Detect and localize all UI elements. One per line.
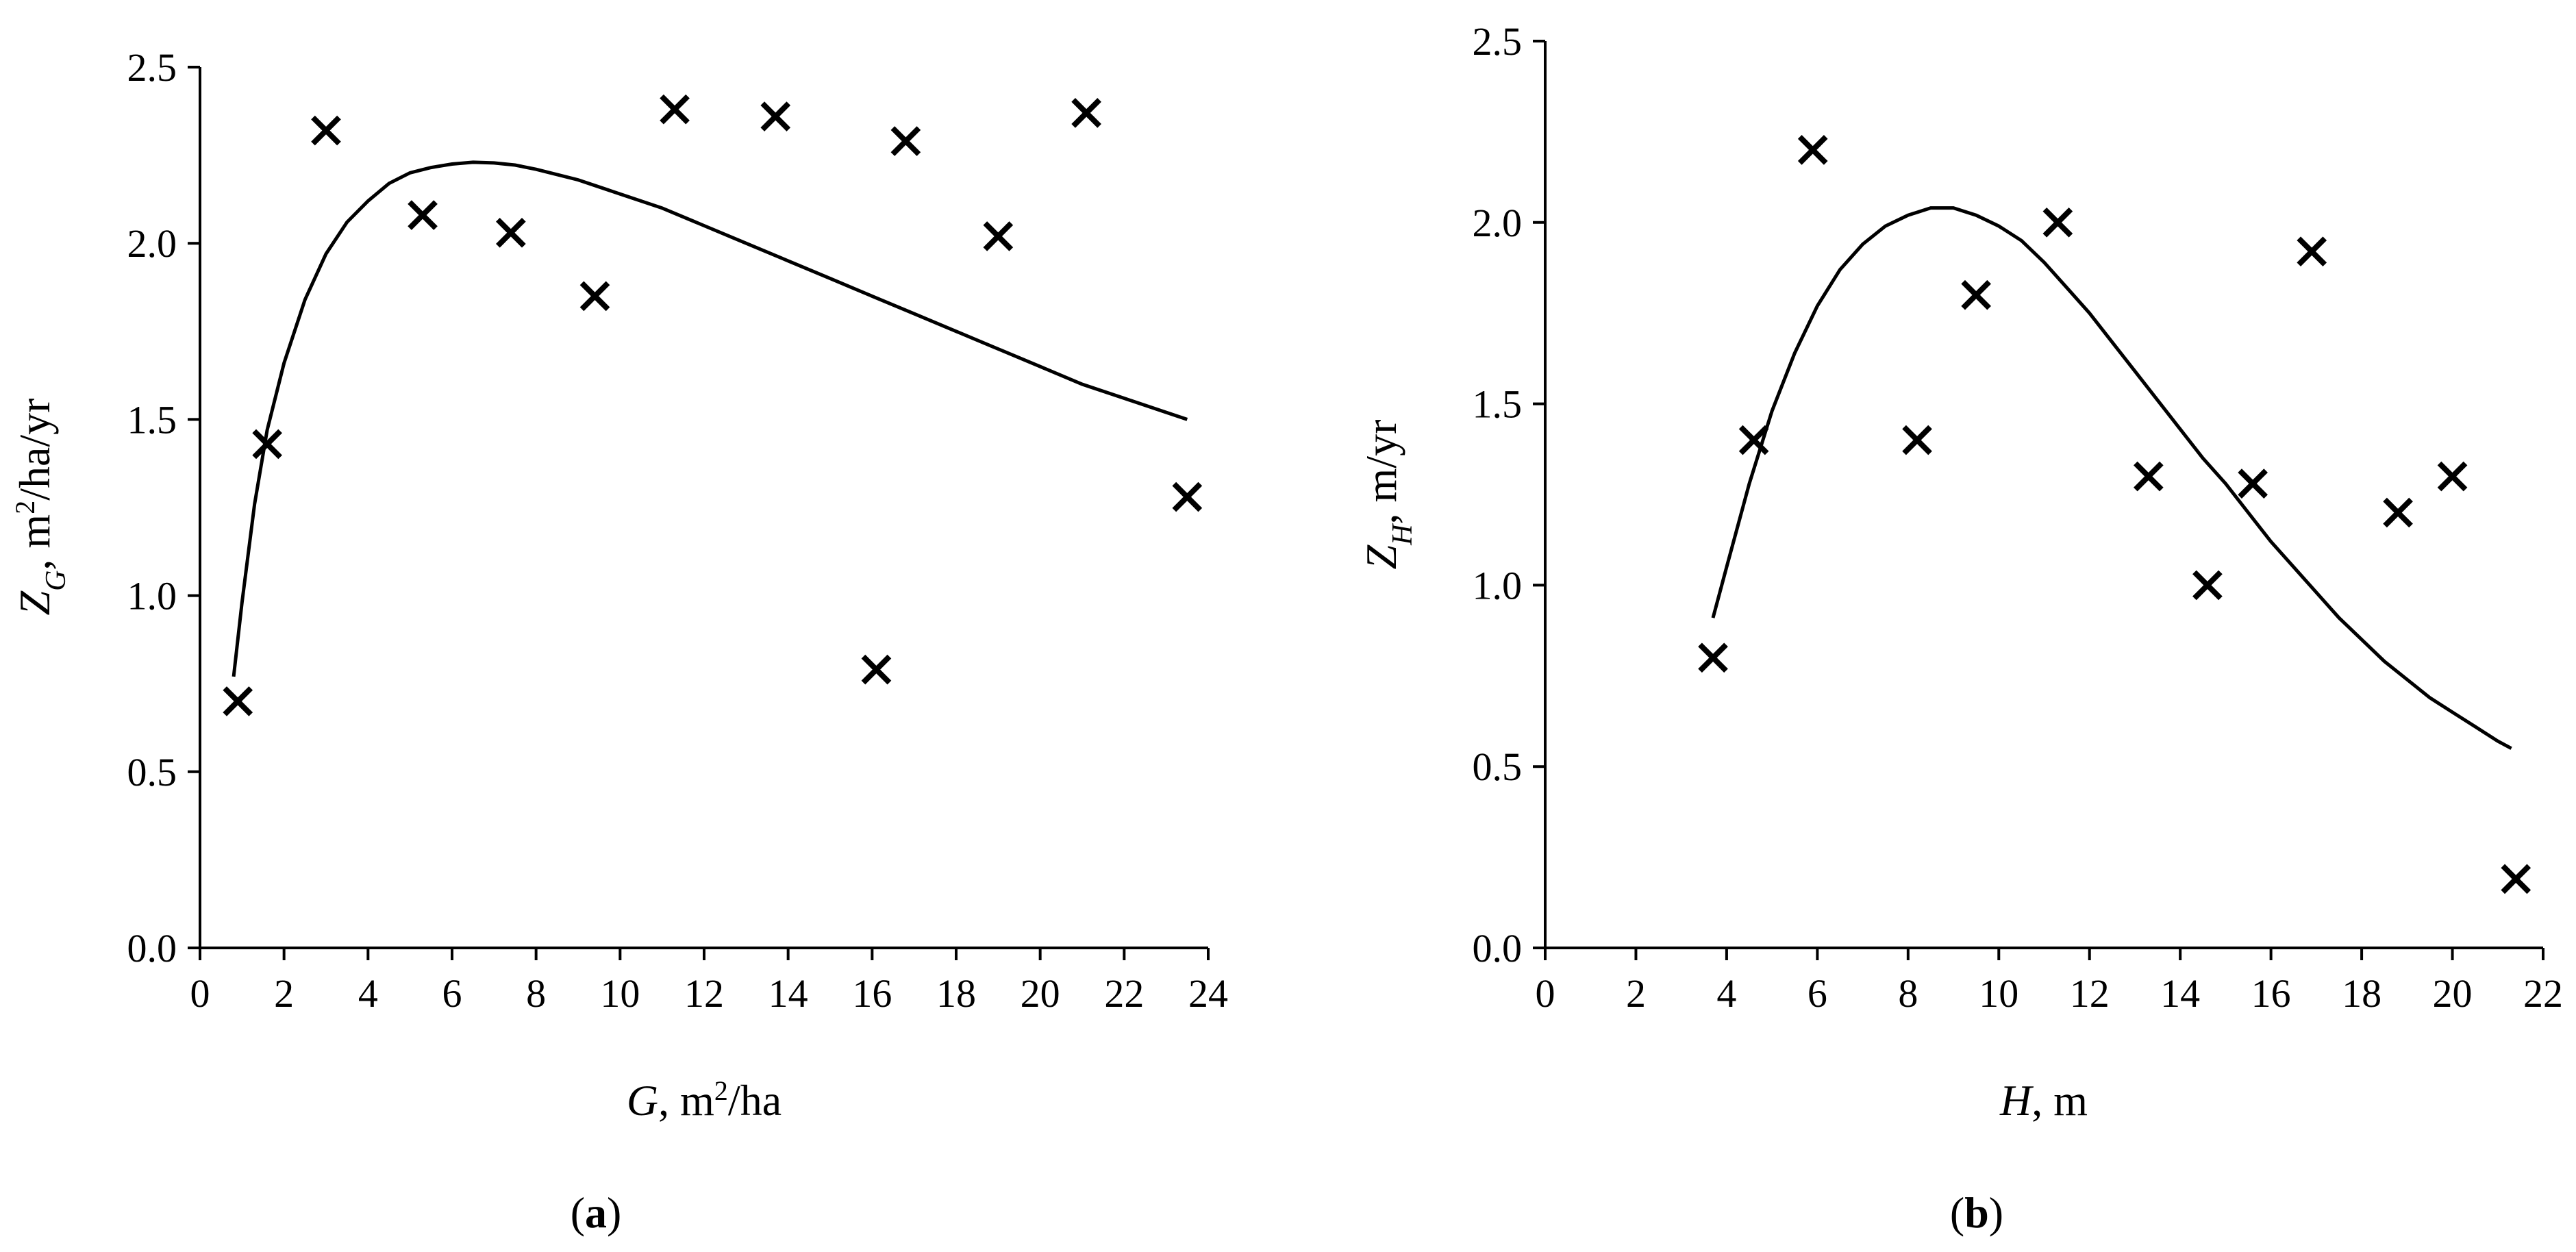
y-tick-label: 1.0 xyxy=(1473,563,1523,608)
data-point-marker xyxy=(2297,236,2327,266)
data-point-marker xyxy=(1902,425,1932,455)
x-ticks: 0 2 4 6 8 10 12 14 16 18 20 22 xyxy=(1536,948,2563,1016)
x-tick-label: 22 xyxy=(1104,971,1144,1016)
fit-curve-group xyxy=(232,160,1188,677)
y-tick-label: 2.0 xyxy=(127,221,177,266)
data-point-marker xyxy=(890,126,921,156)
x-tick-label: 0 xyxy=(1536,971,1555,1016)
panel-label-a: (a) xyxy=(571,1188,622,1237)
x-axis-title: G, m2/ha xyxy=(627,1075,781,1125)
x-tick-label: 0 xyxy=(190,971,210,1016)
data-point-marker xyxy=(983,221,1014,251)
x-tick-label: 2 xyxy=(274,971,294,1016)
data-point-marker xyxy=(223,686,253,716)
y-axis-title: ZG, m2/ha/yr xyxy=(10,399,73,616)
data-point-marker xyxy=(2437,461,2468,492)
y-tick-label: 1.5 xyxy=(1473,382,1523,427)
y-tick-label: 0.0 xyxy=(127,926,177,971)
y-tick-label: 1.0 xyxy=(127,574,177,618)
data-point-marker xyxy=(2042,207,2073,238)
y-ticks: 0.0 0.5 1.0 1.5 2.0 2.5 xyxy=(1473,19,1545,971)
data-points-group xyxy=(1698,135,2531,894)
data-point-marker xyxy=(1797,135,1828,165)
y-tick-label: 0.5 xyxy=(1473,744,1523,789)
x-tick-label: 6 xyxy=(442,971,462,1016)
x-tick-label: 14 xyxy=(2160,971,2200,1016)
x-tick-label: 14 xyxy=(768,971,808,1016)
x-tick-label: 2 xyxy=(1626,971,1646,1016)
x-tick-label: 6 xyxy=(1808,971,1827,1016)
data-point-marker xyxy=(861,654,892,685)
data-points-group xyxy=(223,94,1203,716)
data-point-marker xyxy=(2238,468,2268,499)
fit-curve xyxy=(1711,206,2512,750)
x-tick-label: 20 xyxy=(2433,971,2473,1016)
x-tick-label: 18 xyxy=(2342,971,2381,1016)
y-tick-label: 0.5 xyxy=(127,750,177,794)
x-tick-label: 16 xyxy=(2251,971,2291,1016)
x-tick-label: 24 xyxy=(1188,971,1228,1016)
data-point-marker xyxy=(1172,481,1203,512)
data-point-marker xyxy=(1738,425,1769,455)
y-tick-label: 2.0 xyxy=(1473,201,1523,245)
fit-curve-group xyxy=(1711,206,2512,750)
data-point-marker xyxy=(2192,570,2223,601)
x-axis-title: H, m xyxy=(1999,1076,2088,1125)
y-ticks: 0.0 0.5 1.0 1.5 2.0 2.5 xyxy=(127,45,200,971)
x-tick-label: 20 xyxy=(1021,971,1060,1016)
data-point-marker xyxy=(2383,497,2413,528)
x-tick-label: 4 xyxy=(358,971,378,1016)
data-point-marker xyxy=(1071,98,1101,128)
x-tick-label: 22 xyxy=(2523,971,2563,1016)
y-tick-label: 1.5 xyxy=(127,397,177,442)
data-point-marker xyxy=(311,115,341,146)
y-axis-title: ZH, m/yr xyxy=(1357,420,1418,570)
x-tick-label: 8 xyxy=(1898,971,1918,1016)
data-point-marker xyxy=(408,200,438,230)
data-point-marker xyxy=(660,94,690,125)
y-tick-label: 0.0 xyxy=(1473,926,1523,971)
data-point-marker xyxy=(1698,642,1728,673)
fit-curve xyxy=(232,160,1188,677)
x-tick-label: 16 xyxy=(852,971,892,1016)
chart-panel-a: 0 2 4 6 8 10 12 14 16 18 20 22 24 0.00.51.01.52.02.5… xyxy=(10,45,1229,1237)
data-point-marker xyxy=(252,429,282,460)
x-tick-label: 12 xyxy=(2070,971,2110,1016)
data-point-marker xyxy=(1961,279,1991,310)
x-ticks: 0 2 4 6 8 10 12 14 16 18 20 22 24 xyxy=(190,948,1228,1016)
x-tick-label: 10 xyxy=(1979,971,2018,1016)
y-tick-label: 2.5 xyxy=(1473,19,1523,64)
data-point-marker xyxy=(579,281,610,312)
x-tick-label: 12 xyxy=(684,971,724,1016)
data-point-marker xyxy=(2501,864,2531,894)
x-tick-label: 10 xyxy=(600,971,640,1016)
x-tick-label: 18 xyxy=(936,971,976,1016)
chart-panel-b: 0 2 4 6 8 10 12 14 16 18 20 22 0.0 0.5 1.0 1.5 2.0 2.5 H… xyxy=(1357,19,2563,1237)
data-point-marker xyxy=(496,217,526,248)
data-point-marker xyxy=(760,101,791,132)
x-tick-label: 8 xyxy=(526,971,546,1016)
y-tick-label: 2.5 xyxy=(127,45,177,90)
panel-label-b: (b) xyxy=(1950,1188,2003,1237)
x-tick-label: 4 xyxy=(1716,971,1736,1016)
data-point-marker xyxy=(2133,461,2164,492)
